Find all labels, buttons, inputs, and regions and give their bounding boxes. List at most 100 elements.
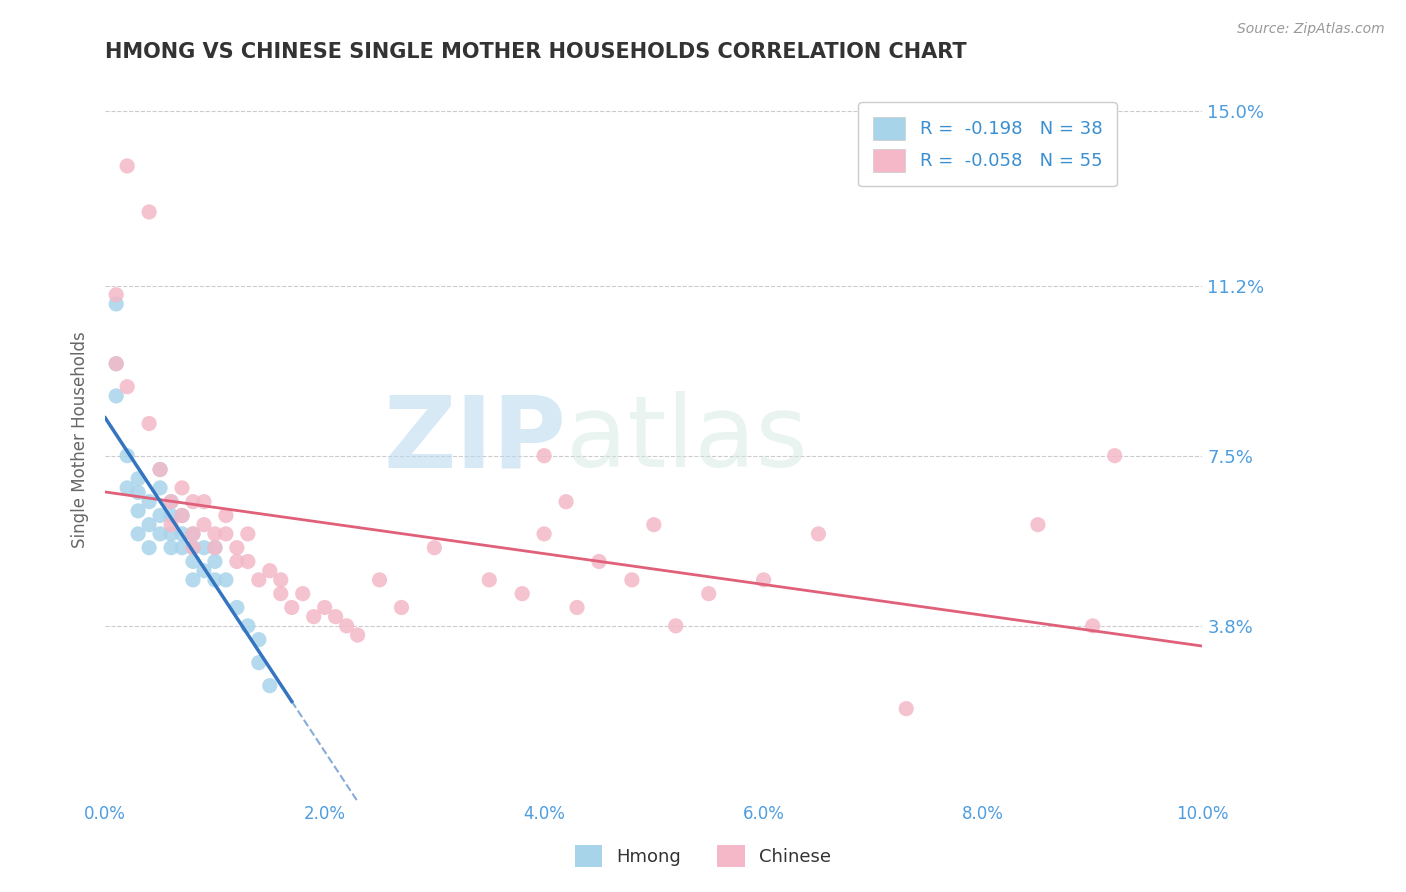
- Point: [510, 587, 533, 601]
- Point: [807, 527, 830, 541]
- Point: [533, 527, 555, 541]
- Point: [115, 449, 138, 463]
- Point: [259, 679, 281, 693]
- Text: ZIP: ZIP: [384, 391, 567, 488]
- Point: [115, 380, 138, 394]
- Y-axis label: Single Mother Households: Single Mother Households: [72, 331, 89, 548]
- Point: [115, 481, 138, 495]
- Point: [1081, 619, 1104, 633]
- Point: [138, 205, 160, 219]
- Point: [193, 494, 215, 508]
- Point: [149, 481, 172, 495]
- Point: [247, 656, 270, 670]
- Point: [423, 541, 446, 555]
- Point: [160, 517, 183, 532]
- Point: [1026, 517, 1049, 532]
- Point: [325, 609, 347, 624]
- Point: [752, 573, 775, 587]
- Point: [225, 541, 247, 555]
- Point: [170, 508, 193, 523]
- Point: [138, 417, 160, 431]
- Text: HMONG VS CHINESE SINGLE MOTHER HOUSEHOLDS CORRELATION CHART: HMONG VS CHINESE SINGLE MOTHER HOUSEHOLD…: [105, 42, 967, 62]
- Point: [204, 541, 226, 555]
- Point: [336, 619, 359, 633]
- Point: [105, 357, 128, 371]
- Point: [1104, 449, 1126, 463]
- Point: [346, 628, 368, 642]
- Point: [478, 573, 501, 587]
- Point: [588, 554, 610, 568]
- Point: [236, 554, 259, 568]
- Point: [160, 494, 183, 508]
- Point: [138, 517, 160, 532]
- Point: [204, 573, 226, 587]
- Point: [127, 472, 149, 486]
- Point: [127, 527, 149, 541]
- Point: [270, 587, 292, 601]
- Point: [896, 701, 918, 715]
- Point: [160, 494, 183, 508]
- Point: [225, 600, 247, 615]
- Point: [236, 527, 259, 541]
- Point: [127, 504, 149, 518]
- Point: [149, 508, 172, 523]
- Point: [105, 287, 128, 301]
- Point: [160, 541, 183, 555]
- Point: [215, 527, 238, 541]
- Point: [533, 449, 555, 463]
- Point: [149, 462, 172, 476]
- Point: [291, 587, 314, 601]
- Point: [170, 481, 193, 495]
- Point: [149, 527, 172, 541]
- Legend: R =  -0.198   N = 38, R =  -0.058   N = 55: R = -0.198 N = 38, R = -0.058 N = 55: [858, 102, 1116, 186]
- Point: [247, 573, 270, 587]
- Point: [643, 517, 665, 532]
- Point: [181, 541, 204, 555]
- Point: [170, 527, 193, 541]
- Point: [302, 609, 325, 624]
- Point: [225, 554, 247, 568]
- Point: [127, 485, 149, 500]
- Text: atlas: atlas: [567, 391, 807, 488]
- Point: [555, 494, 578, 508]
- Point: [170, 541, 193, 555]
- Point: [193, 517, 215, 532]
- Point: [115, 159, 138, 173]
- Point: [105, 389, 128, 403]
- Point: [620, 573, 643, 587]
- Point: [138, 541, 160, 555]
- Point: [236, 619, 259, 633]
- Point: [665, 619, 688, 633]
- Point: [565, 600, 588, 615]
- Point: [181, 573, 204, 587]
- Legend: Hmong, Chinese: Hmong, Chinese: [568, 838, 838, 874]
- Point: [270, 573, 292, 587]
- Point: [215, 573, 238, 587]
- Point: [160, 508, 183, 523]
- Point: [204, 527, 226, 541]
- Point: [193, 541, 215, 555]
- Point: [259, 564, 281, 578]
- Point: [697, 587, 720, 601]
- Point: [170, 508, 193, 523]
- Point: [391, 600, 413, 615]
- Point: [204, 554, 226, 568]
- Point: [105, 357, 128, 371]
- Point: [193, 564, 215, 578]
- Point: [105, 297, 128, 311]
- Point: [181, 494, 204, 508]
- Point: [181, 527, 204, 541]
- Point: [181, 541, 204, 555]
- Point: [149, 462, 172, 476]
- Point: [181, 554, 204, 568]
- Text: Source: ZipAtlas.com: Source: ZipAtlas.com: [1237, 22, 1385, 37]
- Point: [247, 632, 270, 647]
- Point: [181, 527, 204, 541]
- Point: [160, 527, 183, 541]
- Point: [368, 573, 391, 587]
- Point: [138, 494, 160, 508]
- Point: [204, 541, 226, 555]
- Point: [215, 508, 238, 523]
- Point: [281, 600, 304, 615]
- Point: [314, 600, 336, 615]
